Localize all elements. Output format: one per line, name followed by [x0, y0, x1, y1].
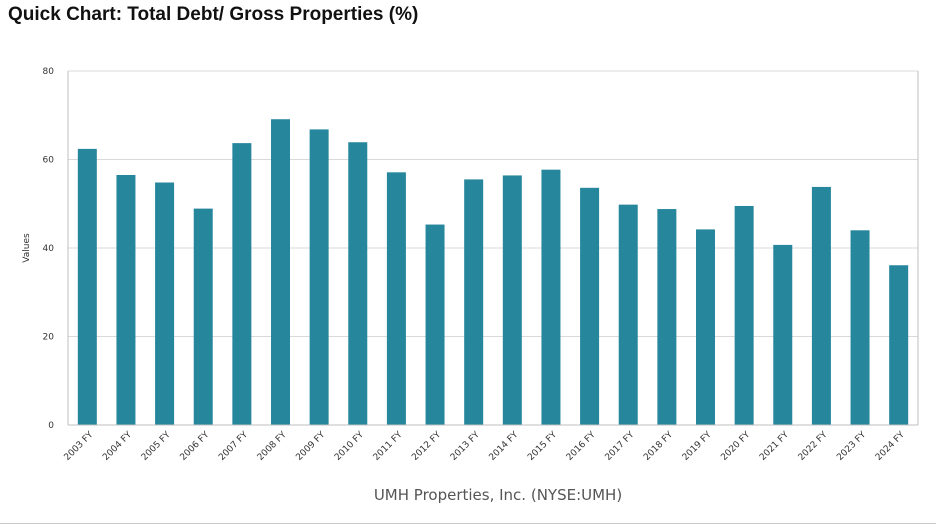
x-tick-label: 2015 FY	[526, 430, 559, 463]
bar[interactable]	[502, 175, 522, 425]
x-tick-label: 2020 FY	[719, 430, 752, 463]
x-tick-label: 2011 FY	[372, 430, 405, 463]
y-tick-label: 80	[43, 67, 55, 77]
x-tick-label: 2016 FY	[565, 430, 598, 463]
bar[interactable]	[889, 265, 909, 425]
x-tick-label: 2022 FY	[797, 430, 830, 463]
bar[interactable]	[425, 224, 445, 425]
x-tick-label: 2024 FY	[874, 430, 907, 463]
bottom-divider	[0, 523, 936, 524]
bar[interactable]	[618, 204, 638, 425]
bar[interactable]	[696, 229, 715, 425]
bar[interactable]	[348, 142, 368, 425]
x-tick-label: 2007 FY	[217, 430, 250, 463]
x-tick-label: 2003 FY	[63, 430, 96, 463]
bar[interactable]	[773, 244, 793, 425]
x-tick-label: 2006 FY	[179, 430, 212, 463]
bar[interactable]	[657, 209, 677, 425]
x-tick-label: 2023 FY	[835, 430, 868, 463]
y-tick-label: 0	[48, 421, 54, 431]
bar[interactable]	[541, 169, 561, 425]
x-tick-label: 2017 FY	[604, 430, 637, 463]
bar[interactable]	[232, 143, 252, 425]
x-tick-label: 2019 FY	[681, 430, 714, 463]
x-tick-label: 2009 FY	[294, 430, 327, 463]
x-tick-label: 2004 FY	[101, 430, 134, 463]
y-tick-label: 60	[43, 156, 55, 166]
x-tick-label: 2010 FY	[333, 430, 366, 463]
y-axis-title: Values	[22, 233, 32, 263]
bar[interactable]	[116, 174, 136, 425]
x-axis-title: UMH Properties, Inc. (NYSE:UMH)	[374, 486, 622, 504]
x-tick-label: 2013 FY	[449, 430, 482, 463]
x-tick-label: 2008 FY	[256, 430, 289, 463]
bar[interactable]	[155, 182, 175, 425]
page-title: Quick Chart: Total Debt/ Gross Propertie…	[8, 4, 419, 25]
bar[interactable]	[734, 205, 754, 425]
bar[interactable]	[850, 230, 870, 425]
bar[interactable]	[464, 179, 484, 425]
bars	[77, 119, 909, 426]
x-tick-label: 2018 FY	[642, 430, 675, 463]
bar[interactable]	[77, 148, 97, 425]
y-tick-label: 40	[43, 244, 55, 254]
y-tick-label: 20	[43, 333, 55, 343]
bar[interactable]	[580, 187, 600, 425]
bar[interactable]	[811, 186, 831, 425]
x-tick-label: 2014 FY	[488, 430, 521, 463]
bar[interactable]	[193, 208, 213, 425]
bar[interactable]	[386, 172, 406, 425]
bar[interactable]	[271, 119, 290, 426]
x-tick-label: 2012 FY	[410, 430, 443, 463]
axes	[67, 71, 919, 426]
x-tick-label: 2005 FY	[140, 430, 173, 463]
bar[interactable]	[309, 129, 329, 425]
x-tick-label: 2021 FY	[758, 430, 791, 463]
